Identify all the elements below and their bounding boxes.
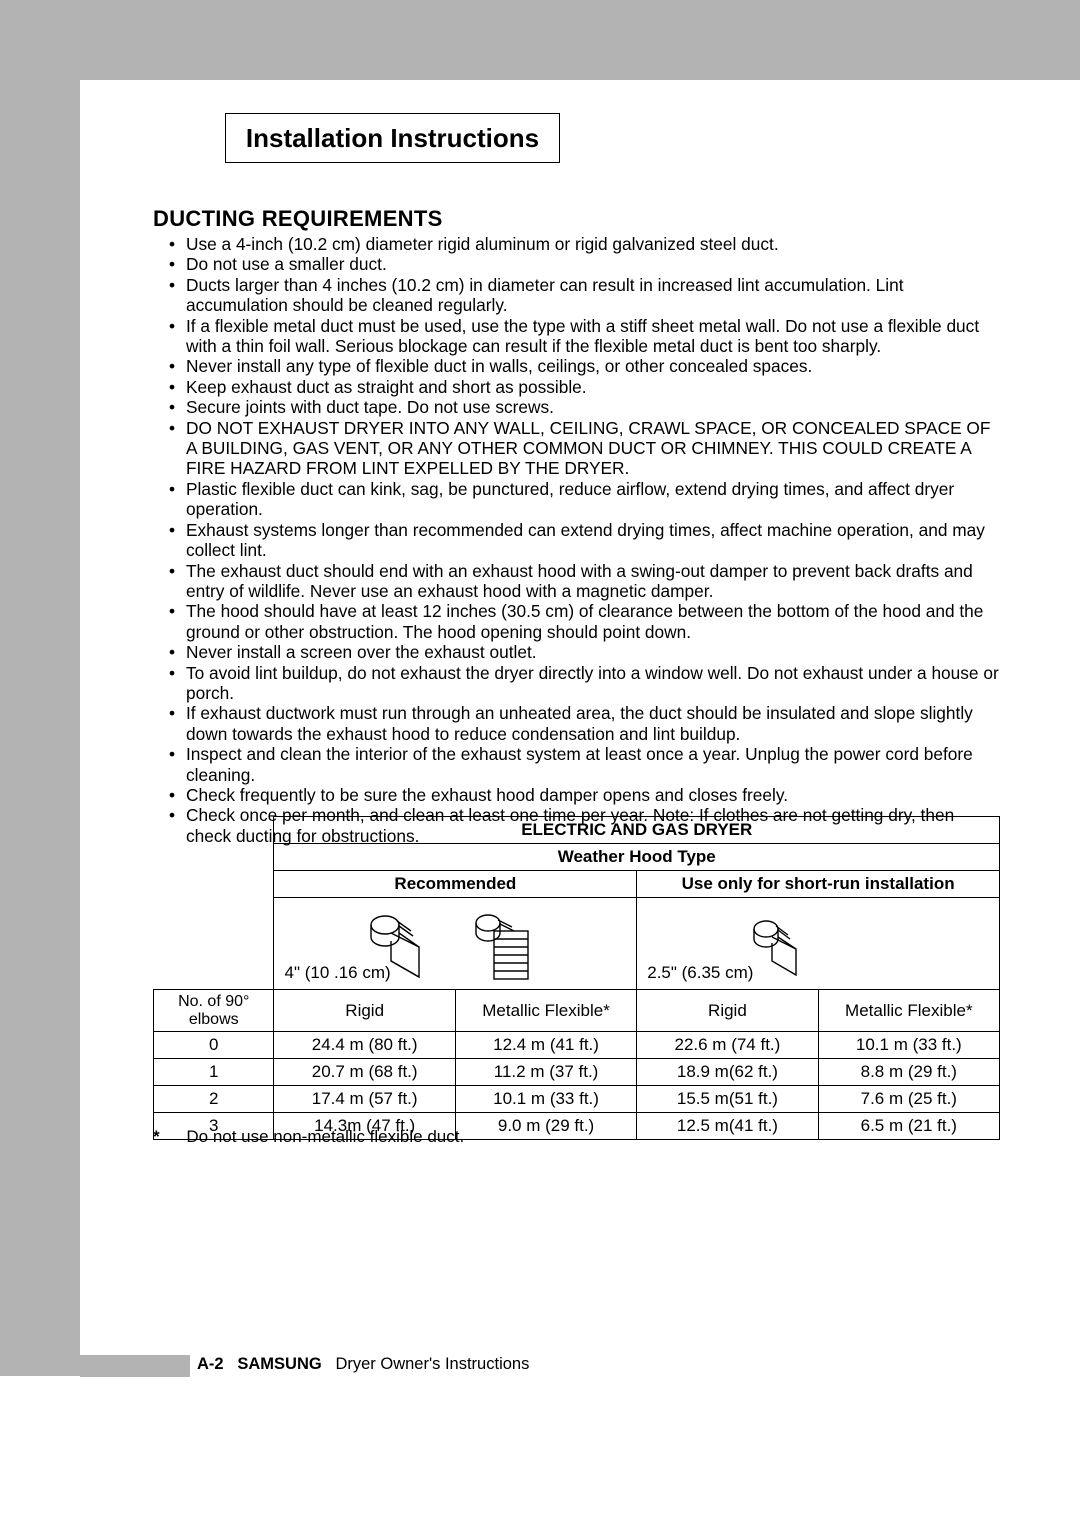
empty-corner-cell <box>154 817 274 990</box>
cell: 8.8 m (29 ft.) <box>818 1059 999 1086</box>
elbow-count: 0 <box>154 1032 274 1059</box>
footer-page: A-2 <box>197 1355 224 1373</box>
list-item: DO NOT EXHAUST DRYER INTO ANY WALL, CEIL… <box>186 418 1001 479</box>
hood-small-icon <box>752 917 816 983</box>
cell: 10.1 m (33 ft.) <box>455 1086 636 1113</box>
page-title-box: Installation Instructions <box>225 113 560 163</box>
elbow-count: 2 <box>154 1086 274 1113</box>
col-header: Metallic Flexible* <box>455 990 636 1032</box>
cell: 22.6 m (74 ft.) <box>637 1032 818 1059</box>
col-header: Rigid <box>637 990 818 1032</box>
hood-4inch-dimension: 4" (10 .16 cm) <box>284 963 390 983</box>
table-sub-header: Weather Hood Type <box>274 844 1000 871</box>
col-group-recommended: Recommended <box>274 871 637 898</box>
requirements-list: Use a 4-inch (10.2 cm) diameter rigid al… <box>186 234 1001 846</box>
cell: 12.5 m(41 ft.) <box>637 1113 818 1140</box>
list-item: The exhaust duct should end with an exha… <box>186 561 1001 602</box>
list-item: Keep exhaust duct as straight and short … <box>186 377 1001 397</box>
cell: 18.9 m(62 ft.) <box>637 1059 818 1086</box>
col-header: Rigid <box>274 990 455 1032</box>
list-item: If a flexible metal duct must be used, u… <box>186 316 1001 357</box>
cell: 24.4 m (80 ft.) <box>274 1032 455 1059</box>
table-row: 0 24.4 m (80 ft.) 12.4 m (41 ft.) 22.6 m… <box>154 1032 1000 1059</box>
list-item: Exhaust systems longer than recommended … <box>186 520 1001 561</box>
list-item: If exhaust ductwork must run through an … <box>186 703 1001 744</box>
cell: 20.7 m (68 ft.) <box>274 1059 455 1086</box>
cell: 6.5 m (21 ft.) <box>818 1113 999 1140</box>
footnote-asterisk: * <box>153 1127 160 1146</box>
footnote: * Do not use non-metallic flexible duct. <box>153 1127 464 1147</box>
cell: 9.0 m (29 ft.) <box>455 1113 636 1140</box>
hood-4inch-cell: 4" (10 .16 cm) <box>274 898 637 990</box>
duct-length-table: ELECTRIC AND GAS DRYER Weather Hood Type… <box>153 816 1000 1140</box>
footer: A-2 SAMSUNG Dryer Owner's Instructions <box>197 1355 529 1374</box>
cell: 11.2 m (37 ft.) <box>455 1059 636 1086</box>
hood-2p5inch-cell: 2.5" (6.35 cm) <box>637 898 1000 990</box>
top-gray-band <box>0 0 1080 80</box>
cell: 7.6 m (25 ft.) <box>818 1086 999 1113</box>
cell: 10.1 m (33 ft.) <box>818 1032 999 1059</box>
footer-gray-tab <box>80 1355 190 1377</box>
section-heading: DUCTING REQUIREMENTS <box>153 206 443 232</box>
list-item: Never install a screen over the exhaust … <box>186 642 1001 662</box>
cell: 15.5 m(51 ft.) <box>637 1086 818 1113</box>
list-item: Ducts larger than 4 inches (10.2 cm) in … <box>186 275 1001 316</box>
list-item: Never install any type of flexible duct … <box>186 356 1001 376</box>
list-item: Plastic flexible duct can kink, sag, be … <box>186 479 1001 520</box>
table-main-header: ELECTRIC AND GAS DRYER <box>274 817 1000 844</box>
cell: 17.4 m (57 ft.) <box>274 1086 455 1113</box>
list-item: Inspect and clean the interior of the ex… <box>186 744 1001 785</box>
table-row: 2 17.4 m (57 ft.) 10.1 m (33 ft.) 15.5 m… <box>154 1086 1000 1113</box>
page-title: Installation Instructions <box>246 123 539 154</box>
col-group-short-run: Use only for short-run installation <box>637 871 1000 898</box>
table-row: 1 20.7 m (68 ft.) 11.2 m (37 ft.) 18.9 m… <box>154 1059 1000 1086</box>
list-item: To avoid lint buildup, do not exhaust th… <box>186 663 1001 704</box>
col-header: Metallic Flexible* <box>818 990 999 1032</box>
list-item: Check frequently to be sure the exhaust … <box>186 785 1001 805</box>
list-item: Use a 4-inch (10.2 cm) diameter rigid al… <box>186 234 1001 254</box>
left-gray-band <box>0 0 80 1376</box>
list-item: Do not use a smaller duct. <box>186 254 1001 274</box>
footer-doc: Dryer Owner's Instructions <box>335 1355 529 1373</box>
elbow-count: 1 <box>154 1059 274 1086</box>
hood-louvered-icon <box>474 911 534 983</box>
list-item: Secure joints with duct tape. Do not use… <box>186 397 1001 417</box>
list-item: The hood should have at least 12 inches … <box>186 601 1001 642</box>
footer-brand: SAMSUNG <box>237 1355 321 1373</box>
footnote-text: Do not use non-metallic flexible duct. <box>186 1127 464 1146</box>
hood-2p5inch-dimension: 2.5" (6.35 cm) <box>647 963 753 983</box>
cell: 12.4 m (41 ft.) <box>455 1032 636 1059</box>
row-label-elbows: No. of 90° elbows <box>154 990 274 1032</box>
